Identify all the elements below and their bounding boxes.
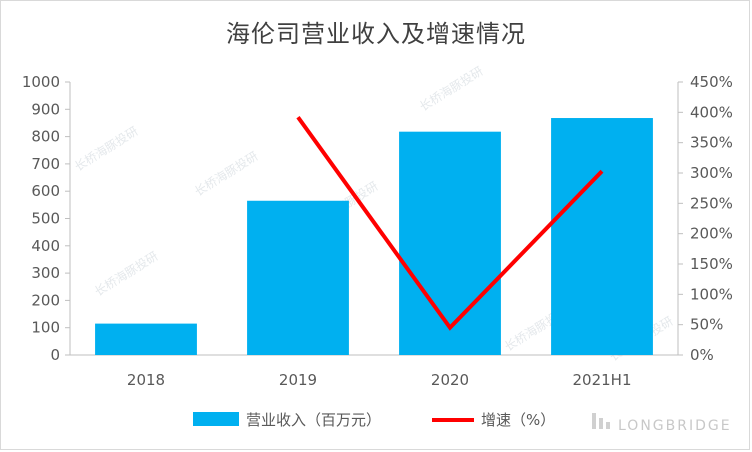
right-tick-label: 200% [690,225,733,243]
right-tick-label: 250% [690,194,733,212]
left-tick-label: 0 [50,346,60,364]
right-tick-label: 150% [690,255,733,273]
right-tick-label: 50% [690,316,723,334]
brand-logo-icon [592,413,596,429]
x-tick-label: 2020 [431,371,469,389]
legend-swatch-revenue [193,412,239,426]
legend-label-growth: 增速（%） [481,411,555,429]
left-tick-label: 900 [31,100,60,118]
left-tick-label: 400 [31,237,60,255]
bar-2020 [399,131,501,355]
x-tick-label: 2019 [279,371,317,389]
left-tick-label: 100 [31,319,60,337]
left-tick-label: 800 [31,128,60,146]
bar-2021H1 [551,118,653,355]
right-tick-label: 0% [690,346,714,364]
left-tick-label: 1000 [22,73,60,91]
brand-logo-icon [599,418,603,429]
right-tick-label: 300% [690,164,733,182]
brand-watermark: LONGBRIDGE [618,418,732,434]
left-tick-label: 500 [31,210,60,228]
legend-label-revenue: 营业收入（百万元） [246,411,381,429]
chart-title: 海伦司营业收入及增速情况 [226,20,526,48]
bar-2018 [95,323,197,355]
growth-line [296,116,604,331]
left-tick-label: 700 [31,155,60,173]
x-tick-label: 2021H1 [573,371,632,389]
left-tick-label: 300 [31,264,60,282]
left-tick-label: 200 [31,291,60,309]
left-tick-label: 600 [31,182,60,200]
right-tick-label: 350% [690,134,733,152]
right-tick-label: 100% [690,285,733,303]
bar-2019 [247,200,349,355]
brand-logo-icon [606,422,610,429]
x-tick-label: 2018 [127,371,165,389]
right-tick-label: 400% [690,103,733,121]
right-tick-label: 450% [690,73,733,91]
